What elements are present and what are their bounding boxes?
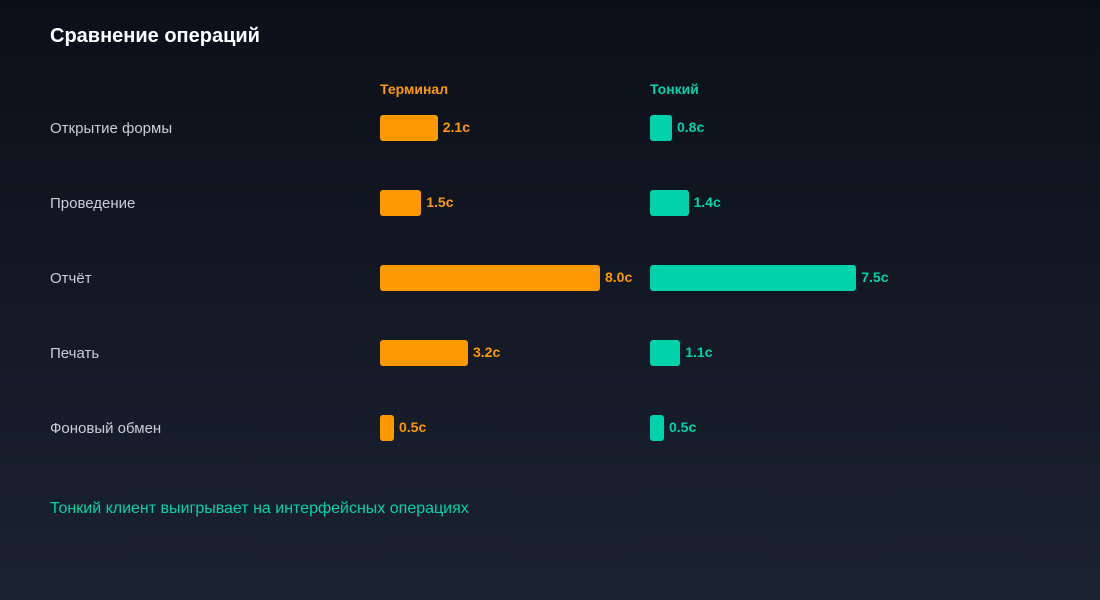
category-label: Открытие формы (50, 120, 173, 137)
bar-terminal (380, 190, 422, 216)
bar-thin (650, 265, 857, 291)
bar-terminal (380, 265, 600, 291)
category-label: Проведение (50, 195, 136, 212)
category-label: Печать (50, 345, 100, 362)
value-label-thin: 1.1с (685, 344, 713, 360)
value-label-thin: 0.8с (677, 119, 705, 135)
value-label-thin: 0.5с (669, 419, 697, 435)
category-label: Отчёт (50, 270, 92, 287)
series-header-terminal: Терминал (380, 81, 449, 97)
bar-terminal (380, 415, 394, 441)
bar-thin (650, 415, 664, 441)
bar-terminal (380, 115, 438, 141)
value-label-terminal: 3.2с (473, 344, 501, 360)
bar-thin (650, 190, 689, 216)
series-header-thin: Тонкий (650, 81, 699, 97)
value-label-terminal: 0.5с (399, 419, 427, 435)
value-label-thin: 7.5с (861, 269, 889, 285)
value-label-thin: 1.4с (693, 194, 721, 210)
bar-terminal (380, 340, 468, 366)
category-label: Фоновый обмен (50, 420, 162, 437)
chart-title: Сравнение операций (50, 25, 260, 47)
value-label-terminal: 2.1с (442, 119, 470, 135)
value-label-terminal: 8.0с (605, 269, 633, 285)
bar-thin (650, 115, 672, 141)
bar-thin (650, 340, 681, 366)
value-label-terminal: 1.5с (426, 194, 454, 210)
chart-footnote: Тонкий клиент выигрывает на интерфейсных… (50, 500, 469, 517)
